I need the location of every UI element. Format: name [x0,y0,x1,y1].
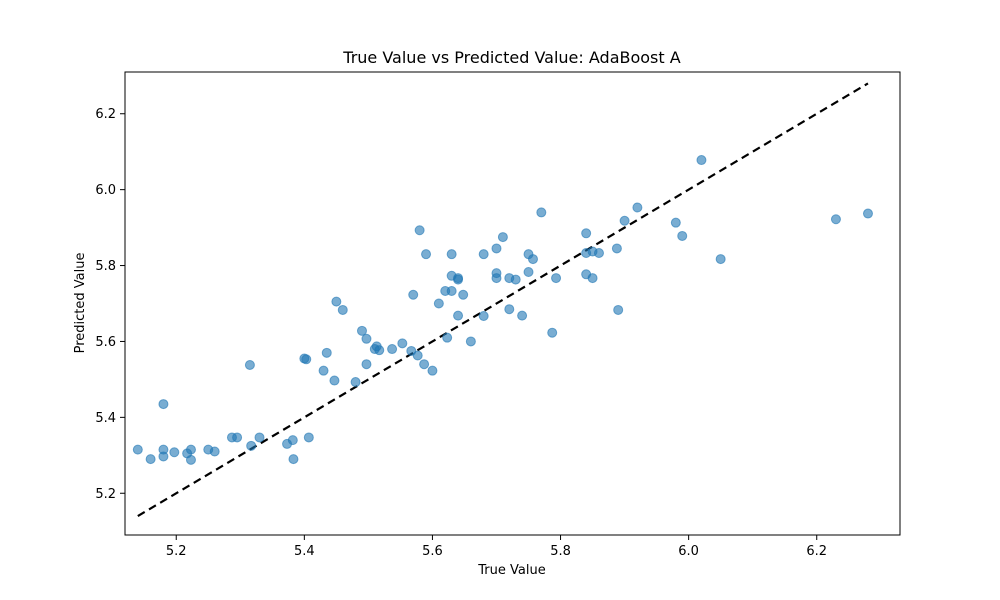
data-point [329,375,340,386]
data-point [374,345,385,356]
data-point [632,202,643,213]
y-tick-label: 5.4 [95,411,116,426]
y-tick-label: 5.2 [95,487,116,502]
x-tick-label: 6.0 [678,544,699,559]
data-point [303,432,314,443]
data-point [414,225,425,236]
data-point [613,304,624,315]
data-point [169,447,180,458]
data-point [458,289,469,300]
chart-title: True Value vs Predicted Value: AdaBoost … [342,48,680,67]
data-point [361,333,372,344]
y-tick-label: 5.6 [95,335,116,350]
data-point [145,454,156,465]
data-point [517,310,528,321]
data-point [523,267,534,278]
data-point [536,207,547,218]
data-point [593,248,604,259]
data-point [350,377,361,388]
x-axis-label: True Value [477,563,545,578]
data-point [427,365,438,376]
data-point [232,432,243,443]
data-point [830,214,841,225]
data-point [421,249,432,260]
x-tick-label: 5.8 [550,544,571,559]
data-point [442,332,453,343]
data-point [478,311,489,322]
data-point [331,296,342,307]
data-point [287,435,298,446]
data-point [185,444,196,455]
data-point [387,344,398,355]
data-point [670,217,681,228]
data-point [478,249,489,260]
data-point [504,304,515,315]
y-tick-label: 5.8 [95,259,116,274]
data-point [158,399,169,410]
data-point [301,354,312,365]
data-point [185,454,196,465]
data-point [244,359,255,370]
data-point [491,273,502,284]
x-axis: 5.2 5.4 5.6 5.8 6.0 6.2 [166,535,827,559]
data-point [527,254,538,265]
data-point [412,350,423,361]
data-point [318,365,329,376]
x-tick-label: 5.6 [422,544,443,559]
data-point [497,232,508,243]
data-point [446,249,457,260]
data-point [132,444,143,455]
data-point [433,298,444,309]
x-tick-label: 5.2 [166,544,187,559]
data-point [611,243,622,254]
data-point [677,230,688,241]
data-point [581,228,592,239]
data-point [453,310,464,321]
y-tick-label: 6.0 [95,183,116,198]
plot-area-frame [124,71,901,536]
data-point [862,208,873,219]
data-point [361,359,372,370]
data-point [209,446,220,457]
data-point [288,454,299,465]
data-point [419,359,430,370]
data-point [158,451,169,462]
data-point [547,327,558,338]
data-point [337,304,348,315]
data-point [551,273,562,284]
data-point [453,274,464,285]
data-point [254,432,265,443]
x-tick-label: 5.4 [294,544,315,559]
y-axis: 5.2 5.4 5.6 5.8 6.0 6.2 [95,107,125,502]
data-point [587,273,598,284]
data-point [619,215,630,226]
data-point [465,336,476,347]
data-point [510,274,521,285]
y-axis-label: Predicted Value [73,253,88,354]
data-point [696,155,707,166]
data-point [715,254,726,265]
data-point [491,243,502,254]
data-point [246,440,257,451]
x-tick-label: 6.2 [806,544,827,559]
reference-diagonal-line [137,82,869,517]
data-points [132,155,873,465]
data-point [446,285,457,296]
data-point [408,289,419,300]
data-point [397,338,408,349]
data-point [321,347,332,358]
y-tick-label: 6.2 [95,107,116,122]
data-point [356,325,367,336]
